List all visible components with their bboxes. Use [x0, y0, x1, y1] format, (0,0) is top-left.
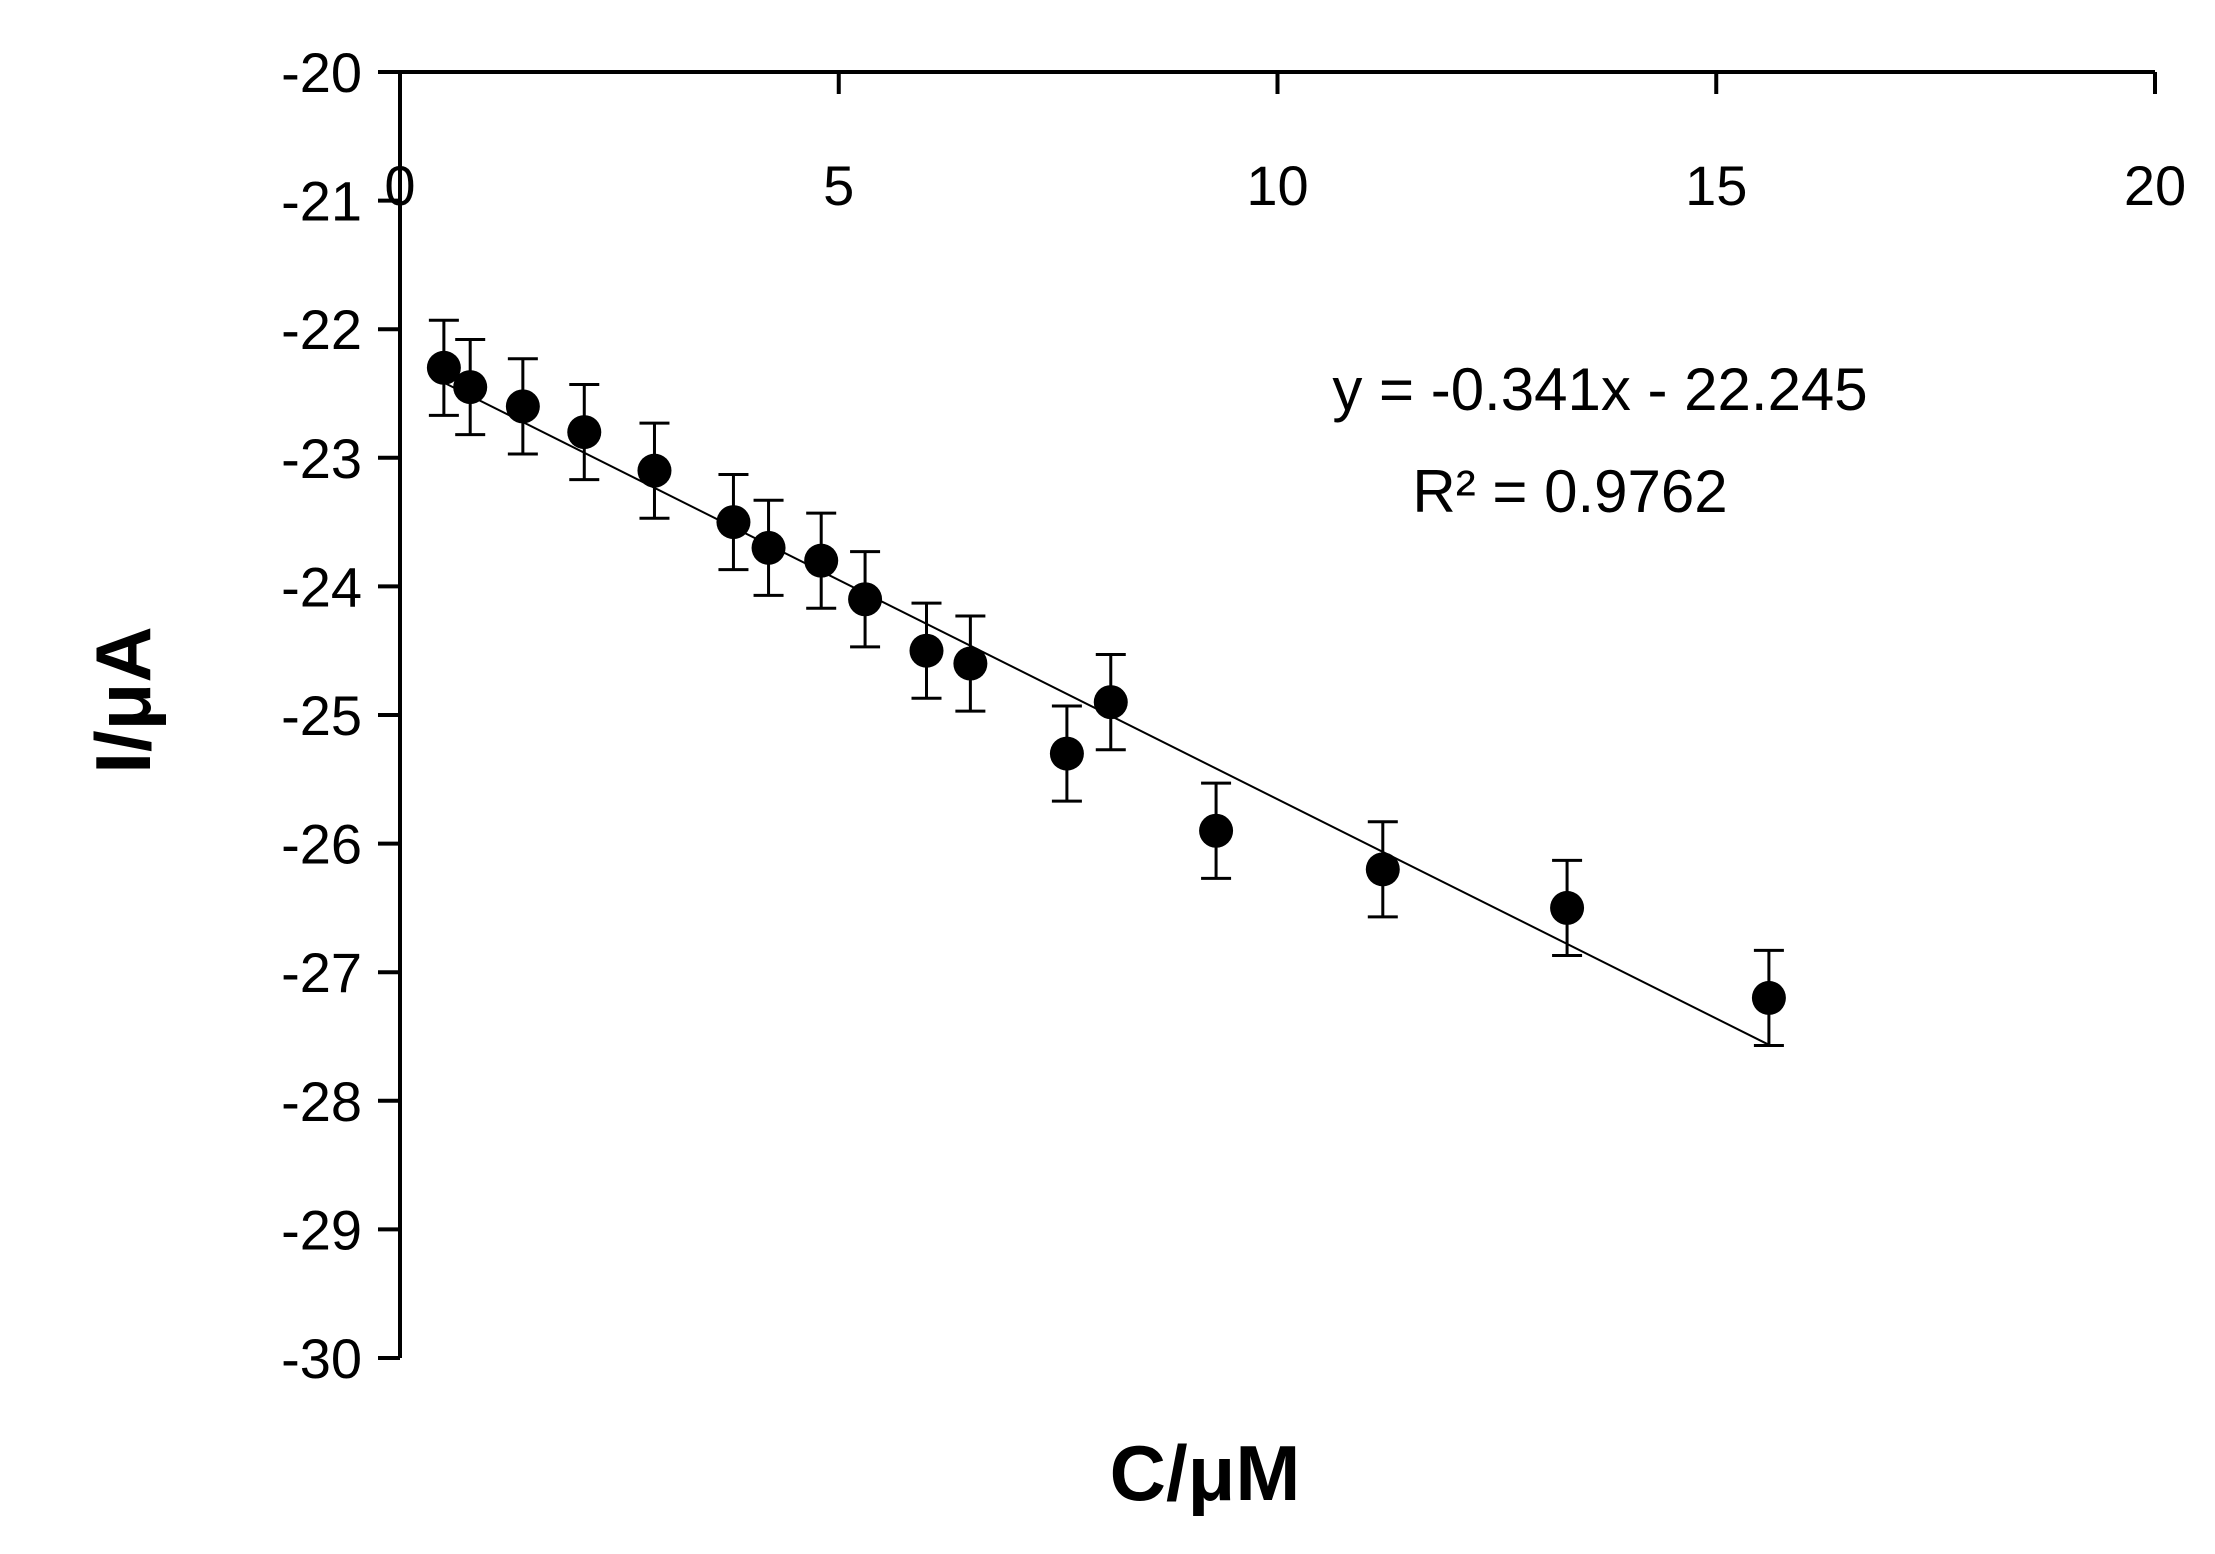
y-tick-label: -26: [281, 813, 362, 876]
y-tick-label: -27: [281, 941, 362, 1004]
data-point: [567, 415, 602, 450]
data-point: [1049, 736, 1084, 771]
labels-layer: y = -0.341x - 22.245 R² = 0.9762 C/μM I/…: [79, 356, 1868, 1517]
x-tick-label: 5: [823, 154, 854, 217]
data-point: [716, 505, 751, 540]
y-tick-label: -22: [281, 298, 362, 361]
data-point: [804, 543, 839, 578]
y-tick-label: -21: [281, 170, 362, 233]
x-tick-label: 0: [384, 154, 415, 217]
y-axis-title: I/μA: [79, 626, 167, 773]
y-tick-label: -24: [281, 555, 362, 618]
axes-layer: -20 -21 -22 -23 -24 -25 -26 -27 -28 -29 -30 0 5 10 15 2…: [281, 41, 2186, 1390]
x-tick-label: 15: [1685, 154, 1747, 217]
y-tick-label: -29: [281, 1198, 362, 1261]
data-point: [637, 453, 672, 488]
y-tick-label: -28: [281, 1070, 362, 1133]
trendline-r2: R² = 0.9762: [1412, 458, 1727, 525]
data-point: [1365, 852, 1400, 887]
y-tick-label: -20: [281, 41, 362, 104]
y-tick-label: -25: [281, 684, 362, 747]
x-tick-label: 10: [1246, 154, 1308, 217]
data-point: [1199, 813, 1234, 848]
data-point: [1550, 890, 1585, 925]
data-point: [505, 389, 540, 424]
data-point: [953, 646, 988, 681]
data-points-layer: [426, 350, 1786, 1015]
error-bars-layer: [428, 318, 1784, 1048]
y-tick-label: -23: [281, 427, 362, 490]
y-tick-label: -30: [281, 1327, 362, 1390]
x-tick-label: 20: [2124, 154, 2186, 217]
trendline-equation: y = -0.341x - 22.245: [1332, 356, 1867, 423]
data-point: [453, 370, 488, 405]
data-point: [1093, 685, 1128, 720]
data-point: [909, 633, 944, 668]
data-point: [751, 530, 786, 565]
data-point: [848, 582, 883, 617]
data-point: [1751, 980, 1786, 1015]
data-point: [426, 350, 461, 385]
x-axis-title: C/μM: [1110, 1429, 1301, 1517]
